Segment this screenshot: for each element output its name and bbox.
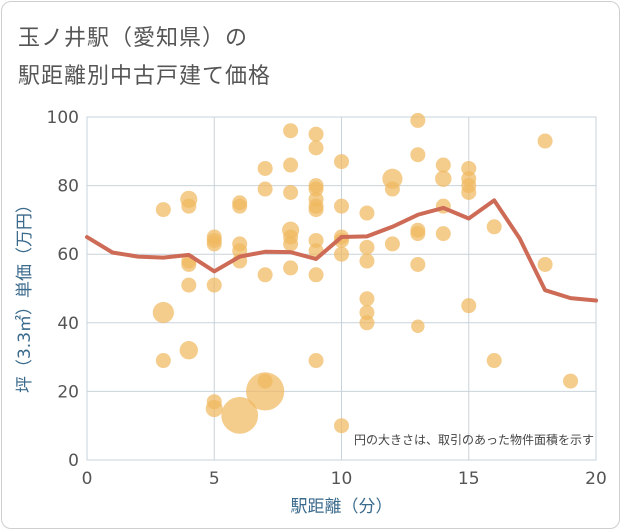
- bubble-point: [308, 353, 324, 369]
- bubble-point: [461, 184, 477, 200]
- x-tick-label: 10: [331, 469, 353, 489]
- bubble-point: [283, 236, 299, 252]
- bubble-point: [308, 267, 324, 283]
- bubble-point: [257, 181, 273, 197]
- bubble-point: [334, 418, 349, 434]
- x-tick-label: 5: [209, 469, 220, 489]
- bubble-point: [257, 267, 273, 283]
- bubble-point: [359, 253, 375, 269]
- bubble-size-note: 円の大きさは、取引のあった物件面積を示す: [354, 432, 594, 447]
- bubble-point: [232, 198, 248, 214]
- y-tick-label: 40: [57, 314, 79, 334]
- y-axis-title: 坪（3.3㎡）単価（万円）: [15, 196, 35, 393]
- bubble-point: [486, 353, 502, 369]
- bubble-point: [206, 236, 222, 252]
- x-tick-label: 0: [82, 469, 93, 489]
- bubble-point: [181, 198, 197, 214]
- bubble-point: [334, 246, 349, 262]
- bubble-point: [257, 373, 273, 389]
- bubble-point: [359, 315, 375, 331]
- bubble-point: [563, 373, 579, 389]
- bubble-point: [179, 341, 198, 360]
- chart-title-line2: 駅距離別中古戸建て価格: [18, 64, 272, 89]
- chart-title-line1: 玉ノ井駅（愛知県）の: [18, 26, 249, 51]
- y-tick-label: 80: [57, 177, 79, 197]
- average-price-line: [85, 198, 598, 303]
- bubble-point: [359, 239, 375, 255]
- bubble-point: [359, 291, 375, 307]
- x-tick-label: 15: [458, 469, 480, 489]
- bubble-point: [410, 226, 426, 242]
- bubble-point: [308, 181, 324, 197]
- bubble-point: [486, 219, 502, 235]
- bubble-point: [308, 202, 324, 218]
- bubble-point: [283, 260, 299, 276]
- y-tick-label: 0: [68, 451, 79, 471]
- bubble-point: [257, 160, 273, 176]
- average-line-layer: [85, 198, 598, 303]
- bubble-point: [435, 170, 452, 187]
- bubble-point: [410, 256, 426, 272]
- y-tick-label: 60: [57, 245, 79, 265]
- bubble-point: [283, 123, 299, 139]
- bubble-point: [359, 305, 375, 321]
- bubble-point: [410, 112, 426, 128]
- bubble-point: [308, 140, 324, 156]
- bubble-point: [181, 277, 197, 293]
- bubble-point: [461, 298, 477, 314]
- bubble-point: [537, 133, 553, 149]
- bubble-point: [308, 232, 324, 248]
- bubble-layer: [152, 112, 579, 434]
- x-tick-label: 20: [585, 469, 607, 489]
- bubble-point: [359, 205, 375, 221]
- bubble-point: [181, 256, 197, 272]
- bubble-point: [334, 154, 349, 170]
- bubble-point: [155, 202, 171, 218]
- bubble-point: [411, 319, 425, 333]
- y-tick-label: 20: [57, 382, 79, 402]
- bubble-point: [384, 236, 400, 252]
- bubble-point: [206, 277, 222, 293]
- bubble-point: [308, 126, 324, 142]
- x-axis-title: 駅距離（分）: [291, 497, 393, 517]
- bubble-point: [283, 184, 299, 200]
- bubble-point: [435, 157, 451, 173]
- bubble-point: [537, 256, 553, 272]
- bubble-point: [435, 226, 451, 242]
- bubble-point: [384, 181, 400, 197]
- bubble-point: [221, 397, 259, 434]
- bubble-point: [246, 372, 285, 411]
- bubble-point: [410, 147, 426, 163]
- bubble-point: [206, 394, 222, 410]
- bubble-point: [461, 160, 477, 176]
- y-tick-label: 100: [47, 108, 79, 128]
- bubble-point: [155, 353, 171, 369]
- tick-labels: 0 5 10 15 20 0 20 40 60 80 100: [47, 108, 607, 489]
- bubble-point: [152, 301, 174, 324]
- bubble-point: [334, 198, 349, 214]
- bubble-point: [283, 157, 299, 173]
